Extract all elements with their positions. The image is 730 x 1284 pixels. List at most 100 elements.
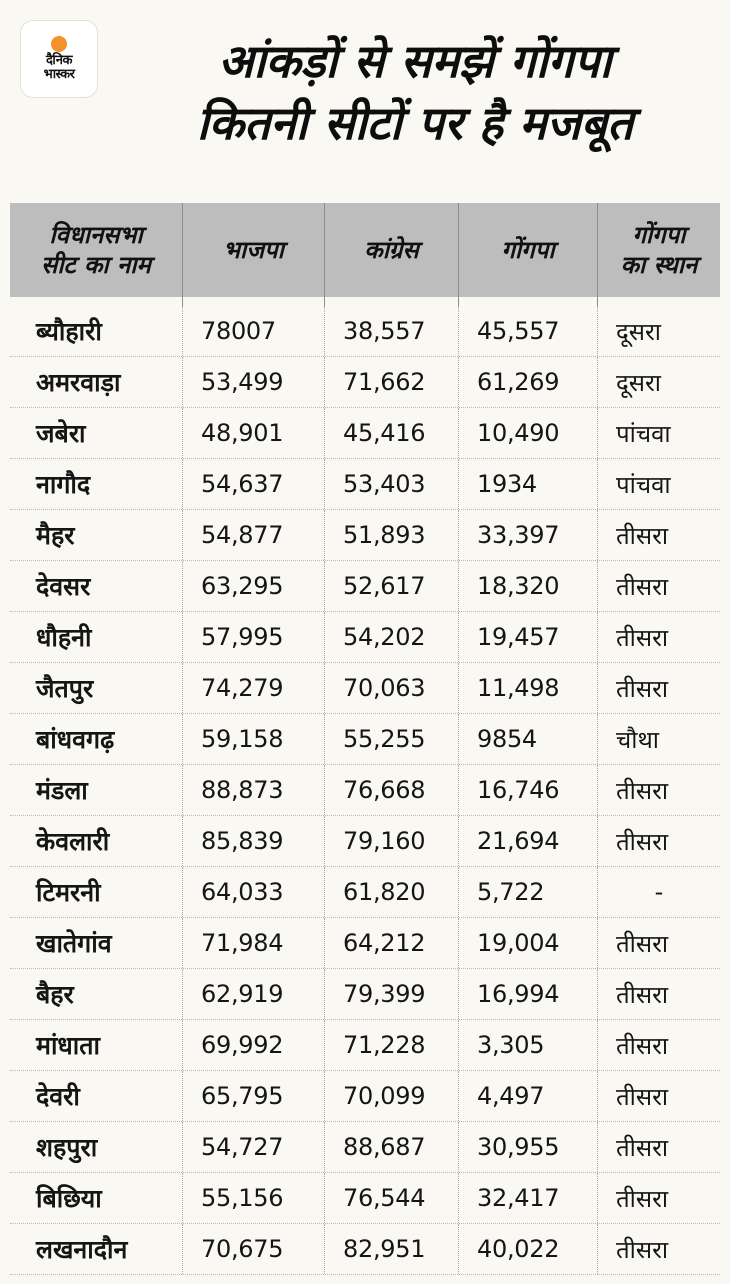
cell-seat-name: केवलारी	[36, 827, 110, 856]
cell-ggp-position: दूसरा	[597, 306, 720, 356]
header-seat-name: विधानसभा सीट का नाम	[41, 221, 151, 279]
header-bjp: भाजपा	[182, 203, 324, 297]
cell-ggp-position: तीसरा	[597, 612, 720, 662]
cell-congress-votes: 70,099	[324, 1071, 458, 1121]
cell-bjp-votes: 74,279	[182, 663, 324, 713]
cell-seat-name: लखनादौन	[36, 1235, 128, 1264]
cell-bjp-votes: 55,156	[182, 1173, 324, 1223]
cell-seat-name: टिमरनी	[36, 878, 101, 907]
table-row: केवलारी 85,839 79,160 21,694 तीसरा	[10, 816, 720, 867]
title-line-1: आंकड़ों से समझें गोंगपा	[218, 34, 612, 88]
cell-ggp-votes: 3,305	[458, 1020, 597, 1070]
cell-ggp-votes: 19,457	[458, 612, 597, 662]
table-row: जैतपुर 74,279 70,063 11,498 तीसरा	[10, 663, 720, 714]
cell-seat-name: मंडला	[36, 776, 88, 805]
cell-ggp-position: तीसरा	[597, 1020, 720, 1070]
table-row: नागौद 54,637 53,403 1934 पांचवा	[10, 459, 720, 510]
title-line-2: कितनी सीटों पर है मजबूत	[196, 96, 634, 150]
table-row: मांधाता 69,992 71,228 3,305 तीसरा	[10, 1020, 720, 1071]
table-row: मैहर 54,877 51,893 33,397 तीसरा	[10, 510, 720, 561]
cell-ggp-votes: 21,694	[458, 816, 597, 866]
cell-bjp-votes: 78007	[182, 306, 324, 356]
header-ggp: गोंगपा	[458, 203, 597, 297]
cell-ggp-votes: 45,557	[458, 306, 597, 356]
cell-ggp-votes: 9854	[458, 714, 597, 764]
cell-ggp-votes: 19,004	[458, 918, 597, 968]
cell-seat-name: मांधाता	[36, 1031, 101, 1060]
cell-bjp-votes: 59,158	[182, 714, 324, 764]
cell-ggp-position: पांचवा	[597, 459, 720, 509]
cell-ggp-votes: 5,722	[458, 867, 597, 917]
cell-congress-votes: 71,662	[324, 357, 458, 407]
cell-bjp-votes: 88,873	[182, 765, 324, 815]
cell-ggp-position: तीसरा	[597, 510, 720, 560]
cell-seat-name: अमरवाड़ा	[36, 368, 121, 397]
cell-seat-name: नागौद	[36, 470, 91, 499]
cell-seat-name: जैतपुर	[36, 674, 94, 703]
cell-ggp-position: तीसरा	[597, 1122, 720, 1172]
cell-bjp-votes: 71,984	[182, 918, 324, 968]
table-row: खातेगांव 71,984 64,212 19,004 तीसरा	[10, 918, 720, 969]
logo-text-line2: भास्कर	[43, 67, 75, 82]
table-row: देवसर 63,295 52,617 18,320 तीसरा	[10, 561, 720, 612]
header-congress: कांग्रेस	[324, 203, 458, 297]
cell-ggp-votes: 11,498	[458, 663, 597, 713]
cell-seat-name: मैहर	[36, 521, 75, 550]
table-row: देवरी 65,795 70,099 4,497 तीसरा	[10, 1071, 720, 1122]
cell-bjp-votes: 69,992	[182, 1020, 324, 1070]
cell-congress-votes: 55,255	[324, 714, 458, 764]
table-row: मंडला 88,873 76,668 16,746 तीसरा	[10, 765, 720, 816]
cell-congress-votes: 52,617	[324, 561, 458, 611]
logo-text-line1: दैनिक	[46, 53, 72, 68]
cell-ggp-position: तीसरा	[597, 969, 720, 1019]
table-header: विधानसभा सीट का नाम भाजपा कांग्रेस गोंगप…	[10, 203, 720, 297]
table-row: जबेरा 48,901 45,416 10,490 पांचवा	[10, 408, 720, 459]
cell-bjp-votes: 48,901	[182, 408, 324, 458]
table-row: अमरवाड़ा 53,499 71,662 61,269 दूसरा	[10, 357, 720, 408]
cell-bjp-votes: 65,795	[182, 1071, 324, 1121]
cell-congress-votes: 76,544	[324, 1173, 458, 1223]
cell-congress-votes: 82,951	[324, 1224, 458, 1274]
cell-bjp-votes: 54,727	[182, 1122, 324, 1172]
cell-congress-votes: 38,557	[324, 306, 458, 356]
table-row: बांधवगढ़ 59,158 55,255 9854 चौथा	[10, 714, 720, 765]
cell-seat-name: खातेगांव	[36, 929, 112, 958]
cell-ggp-position: तीसरा	[597, 816, 720, 866]
table-row: बैहर 62,919 79,399 16,994 तीसरा	[10, 969, 720, 1020]
cell-ggp-votes: 40,022	[458, 1224, 597, 1274]
cell-ggp-votes: 4,497	[458, 1071, 597, 1121]
cell-ggp-votes: 16,746	[458, 765, 597, 815]
cell-bjp-votes: 54,877	[182, 510, 324, 560]
cell-seat-name: शहपुरा	[36, 1133, 98, 1162]
cell-congress-votes: 79,160	[324, 816, 458, 866]
cell-ggp-position: -	[597, 867, 720, 917]
column-divider-gap	[10, 297, 720, 306]
cell-ggp-votes: 18,320	[458, 561, 597, 611]
cell-seat-name: बांधवगढ़	[36, 725, 115, 754]
cell-ggp-votes: 1934	[458, 459, 597, 509]
cell-seat-name: देवरी	[36, 1082, 80, 1111]
cell-seat-name: देवसर	[36, 572, 91, 601]
cell-bjp-votes: 63,295	[182, 561, 324, 611]
cell-ggp-position: तीसरा	[597, 918, 720, 968]
cell-ggp-votes: 33,397	[458, 510, 597, 560]
cell-congress-votes: 88,687	[324, 1122, 458, 1172]
table-row: बिछिया 55,156 76,544 32,417 तीसरा	[10, 1173, 720, 1224]
dainik-bhaskar-logo: दैनिक भास्कर	[21, 21, 97, 97]
cell-bjp-votes: 57,995	[182, 612, 324, 662]
cell-seat-name: बैहर	[36, 980, 74, 1009]
cell-congress-votes: 79,399	[324, 969, 458, 1019]
cell-congress-votes: 70,063	[324, 663, 458, 713]
cell-bjp-votes: 54,637	[182, 459, 324, 509]
cell-congress-votes: 76,668	[324, 765, 458, 815]
cell-congress-votes: 45,416	[324, 408, 458, 458]
cell-ggp-position: तीसरा	[597, 1173, 720, 1223]
cell-ggp-position: दूसरा	[597, 357, 720, 407]
cell-congress-votes: 54,202	[324, 612, 458, 662]
cell-ggp-position: तीसरा	[597, 1224, 720, 1274]
cell-bjp-votes: 85,839	[182, 816, 324, 866]
cell-seat-name: धौहनी	[36, 623, 92, 652]
table-body: ब्यौहारी 78007 38,557 45,557 दूसरा अमरवाड़ा 53…	[10, 297, 720, 1275]
cell-bjp-votes: 70,675	[182, 1224, 324, 1274]
table-row: टिमरनी 64,033 61,820 5,722-	[10, 867, 720, 918]
